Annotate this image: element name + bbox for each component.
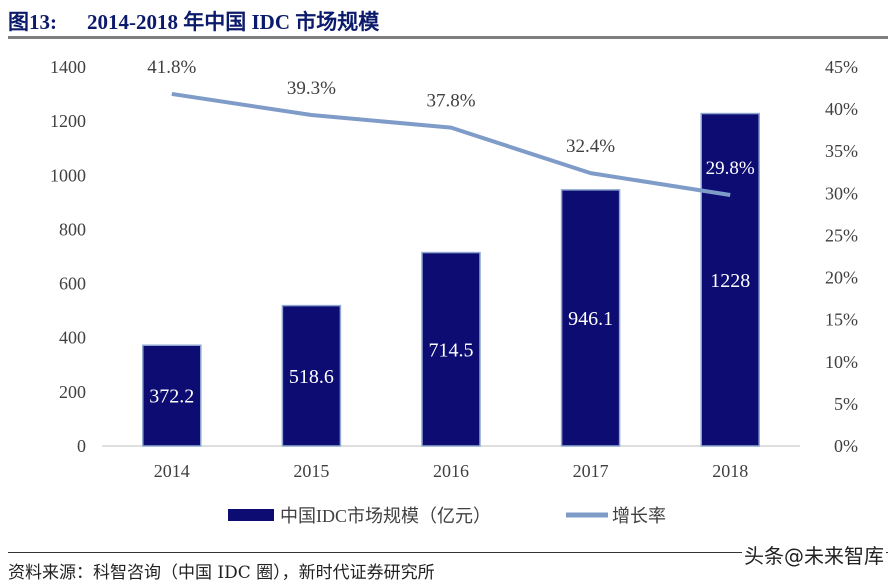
figure-title-text: 2014-2018 年中国 IDC 市场规模 bbox=[87, 10, 380, 34]
bar bbox=[421, 251, 481, 447]
bar-data-label: 946.1 bbox=[568, 308, 613, 330]
x-tick-label: 2017 bbox=[573, 461, 609, 481]
y-right-tick-label: 35% bbox=[825, 141, 858, 161]
y-left-tick-label: 600 bbox=[59, 274, 86, 294]
y-left-tick-label: 800 bbox=[59, 219, 86, 239]
y-left-tick-label: 400 bbox=[59, 328, 86, 348]
watermark: 头条@未来智库 bbox=[742, 540, 886, 569]
y-right-tick-label: 20% bbox=[825, 268, 858, 288]
bar-data-label: 518.6 bbox=[289, 366, 334, 388]
bar bbox=[142, 344, 202, 447]
figure-title: 图13: 2014-2018 年中国 IDC 市场规模 bbox=[8, 6, 379, 36]
bar-data-label: 1228 bbox=[710, 270, 750, 292]
y-right-tick-label: 45% bbox=[825, 57, 858, 77]
bar-data-label: 714.5 bbox=[429, 339, 474, 361]
bar bbox=[700, 112, 760, 447]
x-tick-label: 2018 bbox=[712, 461, 748, 481]
y-right-tick-label: 0% bbox=[834, 436, 858, 456]
line-data-label: 39.3% bbox=[287, 78, 336, 99]
x-tick-label: 2016 bbox=[433, 461, 469, 481]
y-right-tick-label: 40% bbox=[825, 99, 858, 119]
x-tick-label: 2015 bbox=[293, 461, 329, 481]
y-left-tick-label: 200 bbox=[59, 382, 86, 402]
legend-label-line: 增长率 bbox=[612, 506, 666, 526]
y-right-tick-label: 10% bbox=[825, 352, 858, 372]
chart: 0 200 400 600 800 1000 1200 1400 0% 5% 10% 15% 20% 25… bbox=[50, 57, 858, 526]
bar bbox=[560, 189, 621, 447]
y-right-tick-label: 15% bbox=[825, 310, 858, 330]
x-tick-label: 2014 bbox=[154, 461, 190, 481]
y-left-tick-label: 1200 bbox=[50, 111, 86, 131]
source-note: 资料来源：科智咨询（中国 IDC 圈），新时代证券研究所 bbox=[8, 563, 435, 583]
line-data-label: 41.8% bbox=[147, 57, 196, 78]
bar-data-label: 372.2 bbox=[149, 386, 194, 408]
figure-label: 图13: bbox=[8, 10, 57, 34]
growth-rate-line bbox=[171, 91, 731, 197]
line-data-label: 32.4% bbox=[566, 136, 615, 157]
y-right-tick-label: 30% bbox=[825, 183, 858, 203]
y-left-tick-label: 0 bbox=[77, 436, 86, 456]
bar bbox=[281, 304, 342, 447]
source-divider bbox=[8, 552, 888, 553]
y-left-tick-label: 1400 bbox=[50, 57, 86, 77]
line-data-label: 29.8% bbox=[706, 158, 755, 179]
y-right-tick-label: 25% bbox=[825, 225, 858, 245]
legend-swatch-bar bbox=[228, 509, 274, 521]
line-data-label: 37.8% bbox=[426, 91, 475, 112]
y-right-tick-label: 5% bbox=[834, 394, 858, 414]
legend-label-bar: 中国IDC市场规模（亿元） bbox=[280, 506, 491, 526]
y-left-tick-label: 1000 bbox=[50, 165, 86, 185]
title-divider bbox=[8, 36, 888, 39]
